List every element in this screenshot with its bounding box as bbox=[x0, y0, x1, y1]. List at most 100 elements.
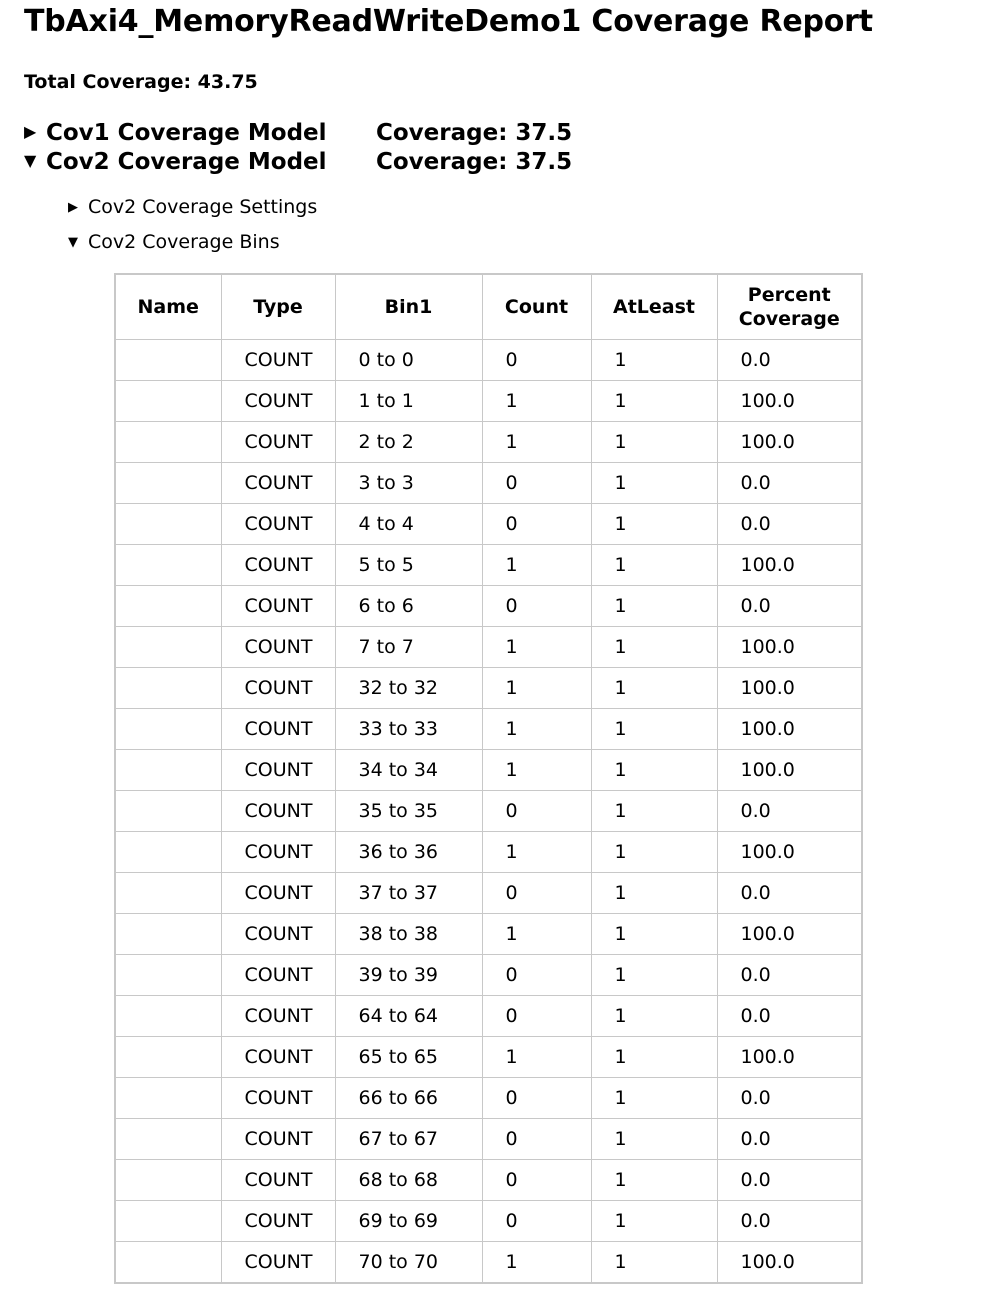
cell-percent-coverage: 100.0 bbox=[716, 708, 863, 750]
cov2-bins-label[interactable]: Cov2 Coverage Bins bbox=[88, 231, 280, 253]
cov2-model-summary[interactable]: ▼ Cov2 Coverage Model Coverage: 37.5 bbox=[24, 149, 572, 177]
cell-bin1: 39 to 39 bbox=[334, 954, 483, 996]
cell-name bbox=[114, 1159, 222, 1201]
cell-atleast: 1 bbox=[590, 790, 718, 832]
cell-bin1: 34 to 34 bbox=[334, 749, 483, 791]
cov2-settings-label[interactable]: Cov2 Coverage Settings bbox=[88, 196, 318, 218]
cell-atleast: 1 bbox=[590, 503, 718, 545]
cell-name bbox=[114, 626, 222, 668]
cell-type: COUNT bbox=[220, 954, 336, 996]
cell-type: COUNT bbox=[220, 380, 336, 422]
cell-atleast: 1 bbox=[590, 995, 718, 1037]
cell-atleast: 1 bbox=[590, 954, 718, 996]
cell-type: COUNT bbox=[220, 626, 336, 668]
cell-atleast: 1 bbox=[590, 462, 718, 504]
cell-percent-coverage: 100.0 bbox=[716, 421, 863, 463]
cov1-model-summary[interactable]: ▶ Cov1 Coverage Model Coverage: 37.5 bbox=[24, 120, 572, 148]
cell-name bbox=[114, 790, 222, 832]
cell-bin1: 32 to 32 bbox=[334, 667, 483, 709]
cell-bin1: 3 to 3 bbox=[334, 462, 483, 504]
cell-type: COUNT bbox=[220, 1159, 336, 1201]
cell-percent-coverage: 0.0 bbox=[716, 339, 863, 381]
cell-name bbox=[114, 913, 222, 955]
cell-name bbox=[114, 667, 222, 709]
page-title: TbAxi4_MemoryReadWriteDemo1 Coverage Rep… bbox=[24, 4, 873, 39]
cell-name bbox=[114, 503, 222, 545]
cell-bin1: 69 to 69 bbox=[334, 1200, 483, 1242]
cell-bin1: 38 to 38 bbox=[334, 913, 483, 955]
cell-percent-coverage: 0.0 bbox=[716, 954, 863, 996]
cell-bin1: 66 to 66 bbox=[334, 1077, 483, 1119]
cell-bin1: 33 to 33 bbox=[334, 708, 483, 750]
cell-type: COUNT bbox=[220, 667, 336, 709]
header-atleast: AtLeast bbox=[590, 273, 718, 340]
cell-percent-coverage: 100.0 bbox=[716, 626, 863, 668]
cell-type: COUNT bbox=[220, 708, 336, 750]
table-row: COUNT 7 to 7 1 1 100.0 bbox=[114, 626, 863, 668]
cell-atleast: 1 bbox=[590, 913, 718, 955]
table-row: COUNT 2 to 2 1 1 100.0 bbox=[114, 421, 863, 463]
cell-percent-coverage: 100.0 bbox=[716, 749, 863, 791]
cell-percent-coverage: 0.0 bbox=[716, 995, 863, 1037]
cell-count: 1 bbox=[481, 544, 592, 586]
cell-percent-coverage: 0.0 bbox=[716, 503, 863, 545]
cell-count: 1 bbox=[481, 1036, 592, 1078]
table-row: COUNT 39 to 39 0 1 0.0 bbox=[114, 954, 863, 996]
cell-count: 1 bbox=[481, 708, 592, 750]
cell-atleast: 1 bbox=[590, 339, 718, 381]
cell-count: 0 bbox=[481, 790, 592, 832]
cell-bin1: 5 to 5 bbox=[334, 544, 483, 586]
cell-name bbox=[114, 1118, 222, 1160]
table-row: COUNT 1 to 1 1 1 100.0 bbox=[114, 380, 863, 422]
table-row: COUNT 36 to 36 1 1 100.0 bbox=[114, 831, 863, 873]
table-row: COUNT 69 to 69 0 1 0.0 bbox=[114, 1200, 863, 1242]
cell-type: COUNT bbox=[220, 1200, 336, 1242]
cov2-settings-summary[interactable]: ▶ Cov2 Coverage Settings bbox=[68, 196, 317, 218]
cell-name bbox=[114, 585, 222, 627]
table-row: COUNT 3 to 3 0 1 0.0 bbox=[114, 462, 863, 504]
cell-type: COUNT bbox=[220, 503, 336, 545]
cell-atleast: 1 bbox=[590, 1200, 718, 1242]
cell-count: 1 bbox=[481, 913, 592, 955]
cell-bin1: 64 to 64 bbox=[334, 995, 483, 1037]
cell-atleast: 1 bbox=[590, 421, 718, 463]
table-row: COUNT 64 to 64 0 1 0.0 bbox=[114, 995, 863, 1037]
cell-count: 1 bbox=[481, 667, 592, 709]
cell-name bbox=[114, 1077, 222, 1119]
collapse-triangle-icon[interactable]: ▼ bbox=[24, 151, 37, 170]
cell-count: 0 bbox=[481, 585, 592, 627]
expand-triangle-icon[interactable]: ▶ bbox=[24, 122, 37, 141]
cell-type: COUNT bbox=[220, 339, 336, 381]
collapse-triangle-icon[interactable]: ▼ bbox=[68, 235, 78, 250]
cov2-model-label[interactable]: Cov2 Coverage Model bbox=[46, 149, 327, 175]
cell-count: 0 bbox=[481, 1159, 592, 1201]
cell-type: COUNT bbox=[220, 831, 336, 873]
table-row: COUNT 33 to 33 1 1 100.0 bbox=[114, 708, 863, 750]
expand-triangle-icon[interactable]: ▶ bbox=[68, 200, 78, 215]
cell-bin1: 37 to 37 bbox=[334, 872, 483, 914]
cell-type: COUNT bbox=[220, 1241, 336, 1284]
table-row: COUNT 37 to 37 0 1 0.0 bbox=[114, 872, 863, 914]
cov1-model-label[interactable]: Cov1 Coverage Model bbox=[46, 120, 327, 146]
cell-count: 0 bbox=[481, 1118, 592, 1160]
cell-type: COUNT bbox=[220, 462, 336, 504]
cell-type: COUNT bbox=[220, 585, 336, 627]
cell-bin1: 68 to 68 bbox=[334, 1159, 483, 1201]
cell-percent-coverage: 100.0 bbox=[716, 1241, 863, 1284]
cell-count: 0 bbox=[481, 872, 592, 914]
header-count: Count bbox=[481, 273, 592, 340]
cell-name bbox=[114, 380, 222, 422]
cell-percent-coverage: 0.0 bbox=[716, 585, 863, 627]
cell-type: COUNT bbox=[220, 421, 336, 463]
cell-count: 1 bbox=[481, 1241, 592, 1284]
cell-count: 0 bbox=[481, 462, 592, 504]
cell-atleast: 1 bbox=[590, 544, 718, 586]
cell-atleast: 1 bbox=[590, 1241, 718, 1284]
cell-count: 1 bbox=[481, 749, 592, 791]
cov2-bins-summary[interactable]: ▼ Cov2 Coverage Bins bbox=[68, 231, 280, 253]
cell-count: 1 bbox=[481, 626, 592, 668]
cell-atleast: 1 bbox=[590, 1077, 718, 1119]
cell-count: 1 bbox=[481, 421, 592, 463]
cell-atleast: 1 bbox=[590, 872, 718, 914]
table-row: COUNT 67 to 67 0 1 0.0 bbox=[114, 1118, 863, 1160]
